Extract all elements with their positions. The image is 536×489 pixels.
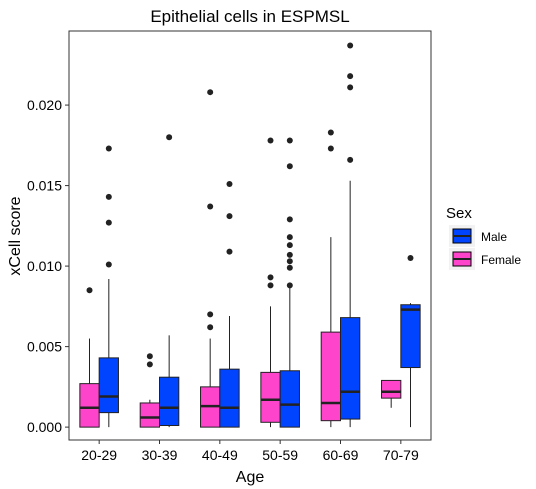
outlier-point [286, 234, 293, 241]
x-tick-label: 50-59 [262, 447, 298, 463]
outlier-point [327, 145, 334, 152]
box-male-30-39 [159, 134, 180, 428]
box-body [98, 357, 119, 414]
outlier-point [267, 137, 274, 144]
y-axis-title: xCell score [7, 196, 24, 275]
outlier-point [347, 73, 354, 80]
box-body [320, 331, 341, 422]
legend: Sex Male Female [446, 205, 521, 270]
outlier-point [226, 213, 233, 220]
outlier-point [105, 219, 112, 226]
y-axis: 0.000 0.005 0.010 0.015 0.020 [27, 97, 69, 435]
outlier-point [207, 89, 214, 96]
outlier-point [286, 137, 293, 144]
outlier-point [166, 134, 173, 141]
x-tick-label: 40-49 [202, 447, 238, 463]
box-body [340, 317, 361, 420]
outlier-point [105, 145, 112, 152]
outlier-point [105, 261, 112, 268]
legend-item-male: Male [449, 225, 507, 247]
x-tick-label: 60-69 [323, 447, 359, 463]
outlier-point [207, 324, 214, 331]
box-female-40-49 [200, 89, 221, 428]
outlier-point [226, 248, 233, 255]
outlier-point [347, 156, 354, 163]
outlier-point [407, 255, 414, 262]
plot-panel [68, 30, 432, 441]
box-male-40-49 [219, 180, 240, 428]
box-male-60-69 [340, 42, 361, 428]
outlier-point [286, 264, 293, 271]
box-body [381, 379, 402, 399]
box-female-20-29 [79, 287, 100, 428]
box-body [260, 371, 281, 423]
outlier-point [267, 282, 274, 289]
box-body [139, 402, 160, 428]
legend-label-male: Male [481, 230, 507, 244]
y-tick-label: 0.020 [27, 97, 62, 113]
y-tick-label: 0.005 [27, 339, 62, 355]
outlier-point [347, 42, 354, 49]
outlier-point [207, 203, 214, 210]
outlier-point [286, 282, 293, 289]
box-body [219, 368, 240, 428]
legend-title: Sex [446, 205, 472, 222]
outlier-point [146, 361, 153, 368]
outlier-point [286, 163, 293, 170]
legend-label-female: Female [481, 253, 521, 267]
outlier-point [267, 274, 274, 281]
boxes-layer [79, 42, 421, 428]
box-female-60-69 [320, 129, 341, 428]
outlier-point [86, 287, 93, 294]
box-body [159, 376, 180, 427]
box-body [79, 383, 100, 428]
x-axis: 20-29 30-39 40-49 50-59 60-69 70-79 [81, 440, 419, 463]
box-male-50-59 [279, 137, 300, 428]
box-male-20-29 [98, 145, 119, 428]
outlier-point [286, 242, 293, 249]
box-female-70-79 [381, 379, 402, 408]
outlier-point [286, 216, 293, 223]
box-male-70-79 [400, 255, 421, 428]
outlier-point [327, 129, 334, 136]
outlier-point [347, 84, 354, 91]
outlier-point [105, 193, 112, 200]
x-axis-title: Age [236, 469, 265, 486]
y-tick-label: 0.000 [27, 419, 62, 435]
outlier-point [207, 311, 214, 318]
box-body [279, 370, 300, 428]
x-tick-label: 70-79 [383, 447, 419, 463]
x-tick-label: 20-29 [81, 447, 117, 463]
y-tick-label: 0.010 [27, 258, 62, 274]
outlier-point [286, 251, 293, 258]
outlier-point [146, 353, 153, 360]
outlier-point [286, 258, 293, 265]
legend-item-female: Female [449, 248, 521, 270]
y-tick-label: 0.015 [27, 178, 62, 194]
box-female-30-39 [139, 353, 160, 428]
chart-title: Epithelial cells in ESPMSL [150, 7, 349, 26]
x-tick-label: 30-39 [142, 447, 178, 463]
outlier-point [226, 180, 233, 187]
box-body [400, 304, 421, 369]
